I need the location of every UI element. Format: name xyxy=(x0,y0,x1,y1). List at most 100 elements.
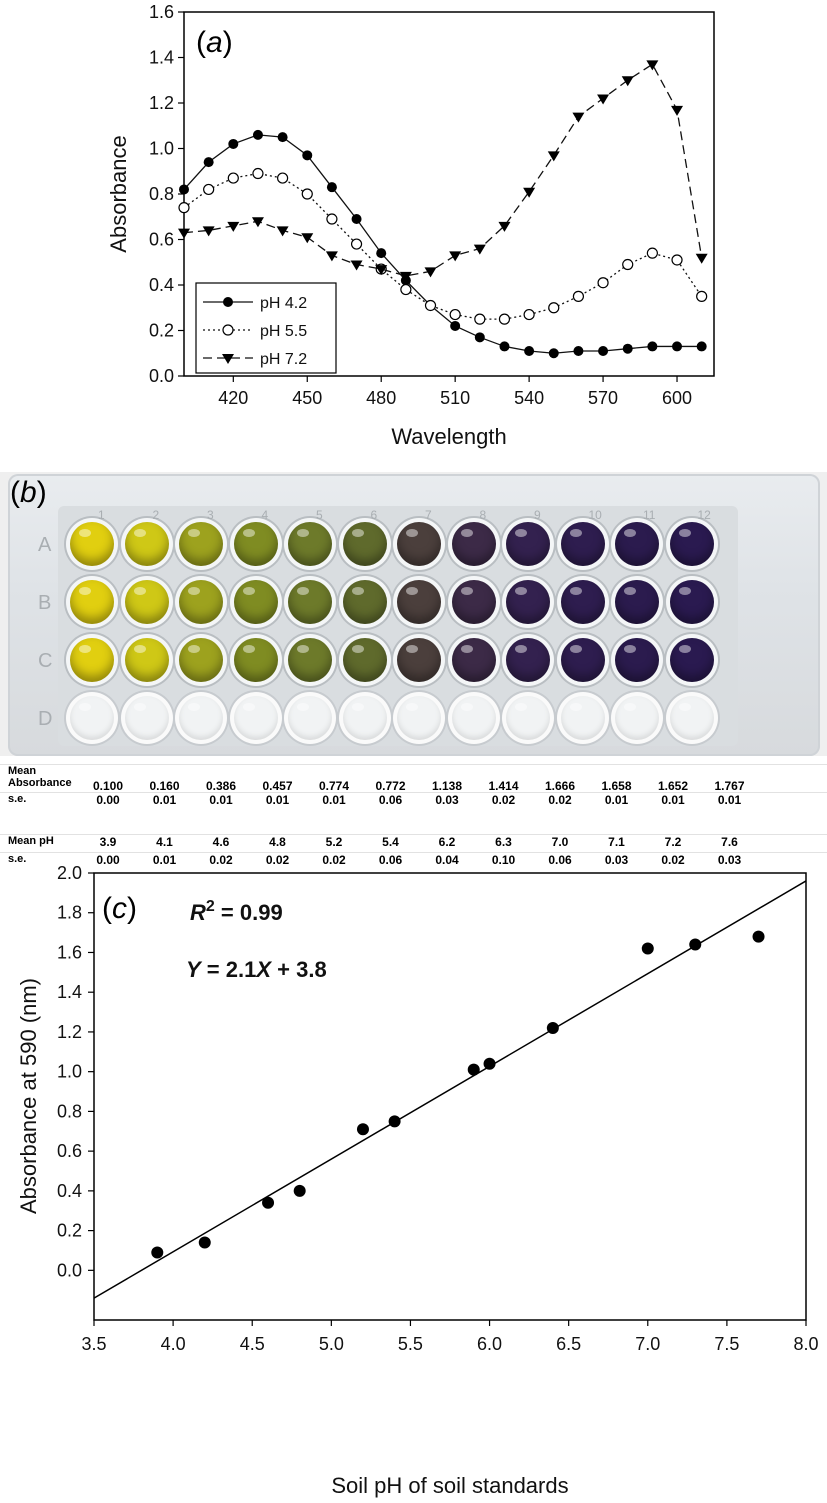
table-row-label-part: Mean xyxy=(8,765,37,777)
plate-column-label: 9 xyxy=(534,508,541,522)
panel-a-series-1 xyxy=(179,129,707,359)
equation-part: + 3.8 xyxy=(271,957,327,982)
table-cell: 0.457 xyxy=(262,779,293,793)
panel-a-x-axis-label: Wavelength xyxy=(391,424,506,449)
table-row: Mean Absorbance 0.100 0.160 0.386 0.457 0.774 0… xyxy=(0,764,827,793)
panel-a-x-tick-label: 600 xyxy=(662,388,692,408)
table-cell: 4.6 xyxy=(212,835,230,849)
table-cell: 0.01 xyxy=(265,793,290,807)
panel-a-data-point xyxy=(326,213,338,225)
panel-a-data-point xyxy=(646,60,659,71)
panel-c-x-tick-label: 3.5 xyxy=(81,1334,106,1354)
panel-a-y-tick-label: 0.0 xyxy=(149,366,174,386)
plate-column-label: 7 xyxy=(425,508,432,522)
plate-well xyxy=(124,522,169,566)
plate-well xyxy=(124,696,169,740)
panel-a-legend-label: pH 4.2 xyxy=(260,295,307,312)
panel-a-data-point xyxy=(573,345,584,356)
table-cell: 1.658 xyxy=(601,779,632,793)
panel-c-label-letter: c xyxy=(112,892,127,925)
panel-c-y-axis-label: Absorbance at 590 (nm) xyxy=(16,978,41,1214)
panel-a-series xyxy=(178,60,708,359)
panel-c-y-tick-label: 0.4 xyxy=(57,1181,82,1201)
panel-a-data-point xyxy=(202,226,215,237)
panel-a-legend-marker xyxy=(223,297,233,307)
panel-a-data-point xyxy=(646,247,658,259)
plate-well xyxy=(233,580,278,624)
plate-well xyxy=(70,522,114,566)
panel-a-series-line xyxy=(183,172,703,320)
panel-a-data-point xyxy=(622,343,633,354)
panel-a-data-point xyxy=(523,187,536,198)
plate-well xyxy=(397,522,441,566)
panel-a-data-point xyxy=(252,129,263,140)
table-cell: 0.100 xyxy=(92,779,124,793)
panel-c-x-tick-label: 6.5 xyxy=(556,1334,581,1354)
panel-a-data-point xyxy=(178,202,190,214)
table-cell: 0.02 xyxy=(265,853,290,867)
panel-a-chart: 0.0 0.2 0.4 0.6 0.8 1.0 1.2 1.4 1.6 420 450 480 510… xyxy=(106,2,715,449)
panel-a-data-point xyxy=(228,138,239,149)
panel-a-data-point xyxy=(376,248,387,259)
plate-well xyxy=(615,696,659,740)
panel-c-y-tick-label: 1.2 xyxy=(57,1022,82,1042)
plate-well xyxy=(451,696,496,740)
plate-well xyxy=(70,638,114,682)
table-cell: 1.767 xyxy=(714,779,745,793)
panel-a-data-point xyxy=(473,244,486,255)
table-cell: 0.00 xyxy=(96,853,120,867)
plate-well xyxy=(288,638,332,682)
panel-c-x-tick-label: 7.5 xyxy=(714,1334,739,1354)
equation-part: Y xyxy=(186,957,203,982)
panel-a-data-point xyxy=(547,151,560,162)
panel-a-data-point xyxy=(450,320,461,331)
panel-c-y-tick-label: 1.0 xyxy=(57,1062,82,1082)
panel-c-data-point xyxy=(467,1063,480,1076)
plate-well xyxy=(342,522,387,566)
panel-c-frame xyxy=(93,872,807,1321)
panel-c-x-axis-label: Soil pH of soil standards xyxy=(331,1473,568,1498)
plate-well xyxy=(451,580,496,624)
panel-a-data-point xyxy=(400,283,412,296)
panel-a-x-tick-label: 540 xyxy=(514,388,544,408)
plate-column-label: 12 xyxy=(697,508,711,522)
panel-c-data-point xyxy=(356,1123,369,1136)
table-cell: 1.138 xyxy=(431,779,463,793)
plate-well xyxy=(124,580,169,624)
panel-c-y-tick-label: 1.8 xyxy=(57,903,82,923)
microplate-well-area xyxy=(58,506,738,746)
table-cell: 7.6 xyxy=(721,835,738,849)
table-cell: 0.03 xyxy=(435,793,459,807)
table-cell: 0.772 xyxy=(375,779,406,793)
table-row-label: Mean Absorbance xyxy=(8,765,72,789)
r2-symbol: R xyxy=(190,900,206,925)
panel-a-data-point xyxy=(572,290,585,302)
panel-a-y-tick-label: 1.6 xyxy=(149,2,174,22)
plate-well xyxy=(451,638,496,682)
plate-well xyxy=(124,638,169,682)
panel-a-data-point xyxy=(350,260,363,271)
panel-a-y-tick-label: 1.0 xyxy=(149,139,174,159)
table-cell: 1.652 xyxy=(657,779,689,793)
panel-a-data-point xyxy=(647,341,658,352)
r2-value: = 0.99 xyxy=(215,900,283,925)
panel-a-label: (a) xyxy=(196,26,233,59)
plate-well xyxy=(506,522,550,566)
panel-a-data-point xyxy=(277,172,289,184)
plate-column-label: 3 xyxy=(207,508,214,522)
plate-well xyxy=(560,580,605,624)
panel-a-y-tick-label: 1.2 xyxy=(149,93,174,113)
plate-column-label: 1 xyxy=(98,508,105,522)
plate-well xyxy=(233,638,278,682)
panel-c-y-tick-label: 1.6 xyxy=(57,942,82,962)
plate-well xyxy=(560,638,605,682)
plate-well xyxy=(669,638,714,682)
panel-a-data-point xyxy=(498,221,511,232)
plate-column-label: 5 xyxy=(316,508,323,522)
panel-c-data-point xyxy=(546,1021,559,1034)
panel-a-data-point xyxy=(301,188,313,200)
plate-well xyxy=(451,522,496,566)
panel-c-y-tick-label: 0.6 xyxy=(57,1141,82,1161)
panel-c-label: (c) xyxy=(102,892,137,925)
table-row: Mean pH 3.9 4.1 4.6 4.8 5.2 5.4 6.2 6.3 7.0 7.1 7.2… xyxy=(0,834,827,850)
